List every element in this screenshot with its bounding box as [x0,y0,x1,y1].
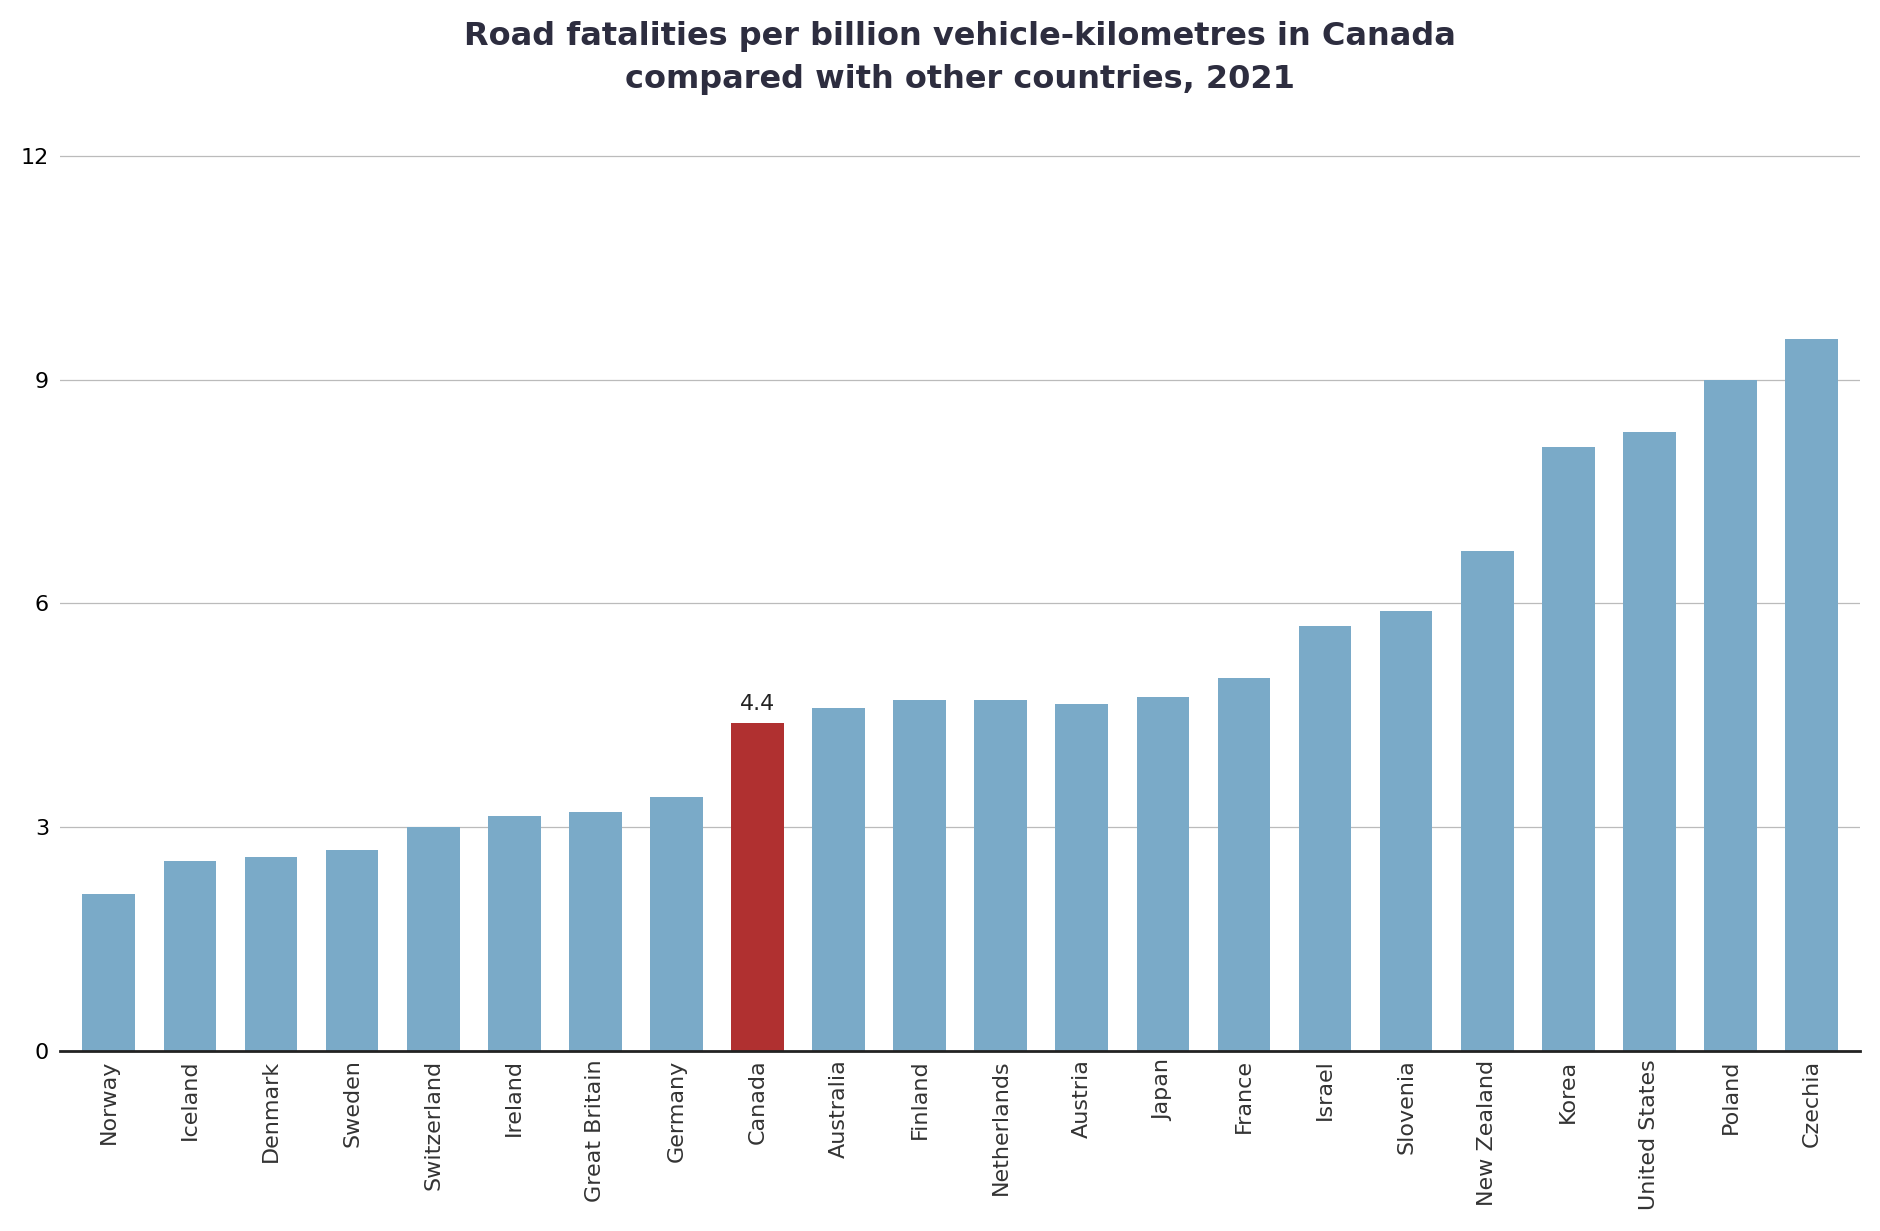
Bar [1136,697,1188,1051]
Bar [83,895,135,1051]
Bar [893,700,946,1051]
Bar [406,827,459,1051]
Bar [1297,625,1350,1051]
Bar [1784,339,1837,1051]
Bar [812,708,865,1051]
Text: 4.4: 4.4 [739,694,775,714]
Bar [731,723,784,1051]
Bar [1461,551,1513,1051]
Bar [1055,704,1107,1051]
Bar [244,857,297,1051]
Bar [164,860,216,1051]
Bar [568,812,622,1051]
Bar [325,849,378,1051]
Bar [1216,678,1269,1051]
Title: Road fatalities per billion vehicle-kilometres in Canada
compared with other cou: Road fatalities per billion vehicle-kilo… [464,21,1455,95]
Bar [974,700,1026,1051]
Bar [1622,432,1675,1051]
Bar [1703,379,1756,1051]
Bar [1542,447,1594,1051]
Bar [1380,611,1433,1051]
Bar [487,816,540,1051]
Bar [650,798,703,1051]
